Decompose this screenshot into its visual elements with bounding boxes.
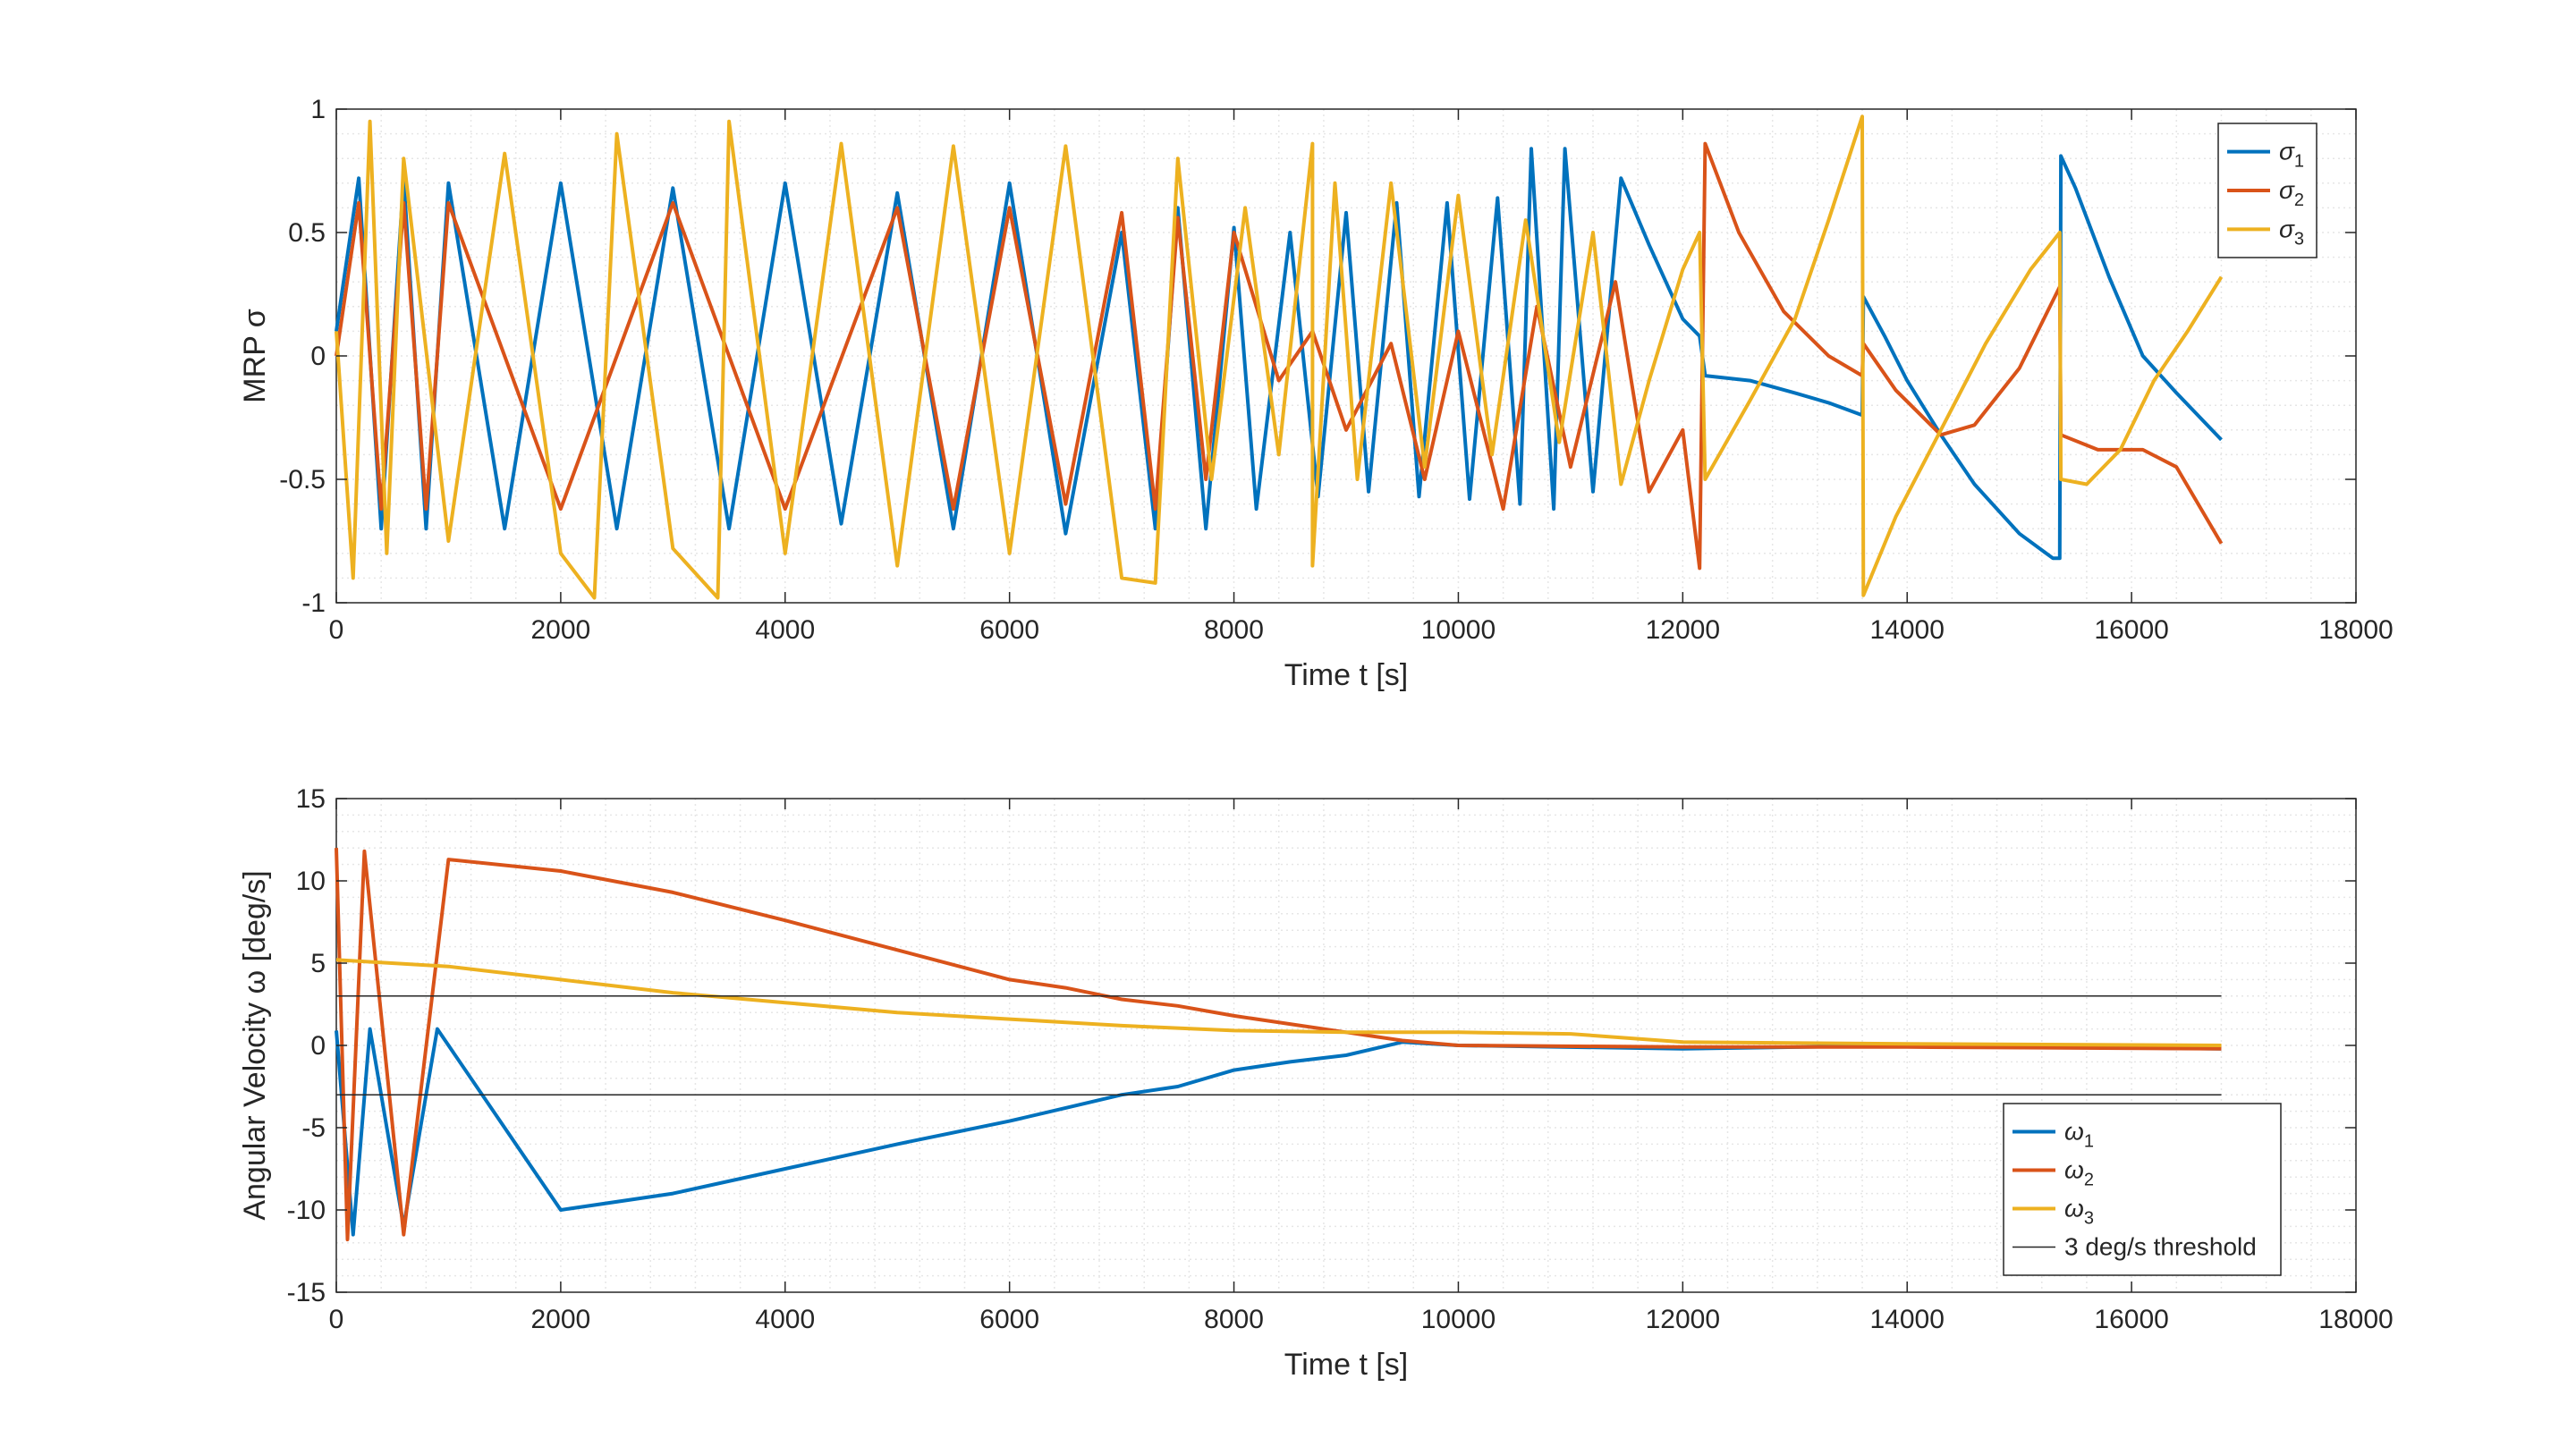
x-ticks: 0 2000 4000 6000 8000 10000 12000 14000 16000 180… — [329, 799, 2394, 1334]
y-tick-label: 0 — [310, 342, 326, 371]
legend-entry-subscript: 1 — [2294, 152, 2304, 172]
x-tick-label: 18000 — [2318, 1305, 2393, 1334]
series-line-σ2 — [335, 141, 2224, 571]
y-tick-label: 10 — [296, 867, 326, 896]
legend-entry-name: σ — [2279, 215, 2295, 242]
x-tick-label: 4000 — [755, 1305, 815, 1334]
legend-entry: ω1 — [2064, 1118, 2094, 1152]
x-tick-label: 4000 — [755, 615, 815, 645]
y-tick-label: 15 — [296, 784, 326, 814]
x-ticks: 0 2000 4000 6000 8000 10000 12000 14000 16000 180… — [329, 109, 2394, 645]
legend-entry-name: σ — [2279, 176, 2295, 204]
x-axis-label: Time t [s] — [1284, 658, 1409, 692]
x-axis-label: Time t [s] — [1284, 1348, 1409, 1382]
series-group — [335, 848, 2222, 1242]
y-tick-label: 0.5 — [288, 218, 326, 248]
x-tick-label: 12000 — [1646, 1305, 1720, 1334]
x-tick-label: 10000 — [1421, 1305, 1496, 1334]
x-tick-label: 8000 — [1204, 1305, 1264, 1334]
x-tick-label: 2000 — [531, 1305, 591, 1334]
x-tick-label: 16000 — [2094, 1305, 2168, 1334]
legend-entry: σ3 — [2279, 215, 2304, 249]
subplot-2: 0 2000 4000 6000 8000 10000 12000 14000 16000 180… — [238, 784, 2394, 1382]
legend-entry: σ2 — [2279, 176, 2304, 210]
series-line-ω3 — [335, 958, 2222, 1047]
legend-entry-name: ω — [2064, 1118, 2084, 1146]
x-tick-label: 6000 — [979, 615, 1039, 645]
legend-entry-name: σ — [2279, 138, 2295, 165]
legend-entry-subscript: 2 — [2084, 1171, 2094, 1190]
x-tick-label: 16000 — [2094, 615, 2168, 645]
legend-entry-name: ω — [2064, 1156, 2084, 1184]
legend-entry: 3 deg/s threshold — [2064, 1233, 2257, 1261]
y-tick-label: -1 — [301, 588, 326, 618]
y-tick-label: -5 — [301, 1113, 326, 1143]
y-axis-label: Angular Velocity ω [deg/s] — [238, 870, 272, 1220]
legend-entry-subscript: 1 — [2084, 1132, 2094, 1152]
x-tick-label: 0 — [329, 1305, 344, 1334]
legend-entry-name: ω — [2064, 1195, 2084, 1222]
legend-entry-name: 3 deg/s threshold — [2064, 1233, 2257, 1261]
y-ticks: -15 -10 -5 0 5 10 15 — [287, 784, 2356, 1307]
legend-entry: σ1 — [2279, 138, 2304, 172]
x-tick-label: 6000 — [979, 1305, 1039, 1334]
x-tick-label: 10000 — [1421, 615, 1496, 645]
legend-entry-subscript: 3 — [2084, 1209, 2094, 1229]
y-axis-label: MRP σ — [238, 309, 272, 402]
y-tick-label: -15 — [287, 1278, 326, 1307]
series-line-ω2 — [335, 848, 2222, 1242]
y-tick-label: 5 — [310, 949, 326, 978]
x-tick-label: 2000 — [531, 615, 591, 645]
y-tick-label: 0 — [310, 1031, 326, 1061]
x-tick-label: 12000 — [1646, 615, 1720, 645]
legend-entry: ω3 — [2064, 1195, 2094, 1229]
plots: 0 2000 4000 6000 8000 10000 12000 14000 16000 180… — [238, 95, 2394, 1382]
x-tick-label: 14000 — [1870, 1305, 1945, 1334]
y-ticks: -1 -0.5 0 0.5 1 — [279, 95, 2356, 618]
legend-entry: ω2 — [2064, 1156, 2094, 1190]
subplot-1: 0 2000 4000 6000 8000 10000 12000 14000 16000 180… — [238, 95, 2394, 692]
series-group — [335, 114, 2224, 600]
y-tick-label: -0.5 — [279, 465, 326, 495]
legend-entry-subscript: 3 — [2294, 229, 2304, 249]
series-line-σ3 — [335, 114, 2224, 600]
y-tick-label: 1 — [310, 95, 326, 124]
x-tick-label: 18000 — [2318, 615, 2393, 645]
x-tick-label: 14000 — [1870, 615, 1945, 645]
legend-entry-subscript: 2 — [2294, 190, 2304, 210]
y-tick-label: -10 — [287, 1196, 326, 1225]
x-tick-label: 8000 — [1204, 615, 1264, 645]
x-tick-label: 0 — [329, 615, 344, 645]
